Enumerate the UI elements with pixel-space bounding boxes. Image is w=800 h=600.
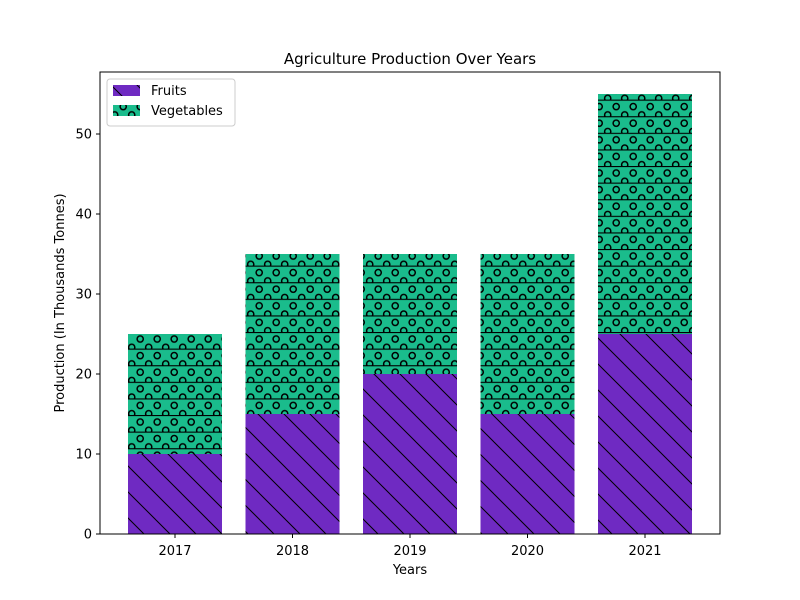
bar-vegetables-2020 bbox=[480, 254, 575, 414]
bar-vegetables-2021 bbox=[598, 94, 692, 334]
x-tick-label: 2021 bbox=[628, 544, 661, 559]
x-tick-label: 2019 bbox=[393, 544, 426, 559]
x-tick-label: 2018 bbox=[276, 544, 309, 559]
y-tick-label: 0 bbox=[84, 528, 92, 543]
y-axis-label: Production (In Thousands Tonnes) bbox=[53, 193, 68, 412]
x-tick-label: 2017 bbox=[158, 544, 191, 559]
y-tick-label: 30 bbox=[75, 288, 92, 303]
bar-fruits-2021 bbox=[598, 334, 692, 534]
bar-fruits-2017 bbox=[128, 454, 222, 534]
y-tick-label: 50 bbox=[75, 128, 92, 143]
bar-vegetables-2019 bbox=[363, 254, 457, 374]
bar-vegetables-2018 bbox=[245, 254, 340, 414]
legend-swatch-hatch-vegetables bbox=[113, 105, 140, 116]
x-axis: 2017 2018 2019 2020 2021 bbox=[158, 534, 662, 559]
bar-fruits-2020 bbox=[480, 414, 575, 534]
x-axis-label: Years bbox=[392, 563, 428, 578]
bar-vegetables-2017 bbox=[128, 334, 222, 454]
y-tick-label: 40 bbox=[75, 208, 92, 223]
legend-label-vegetables: Vegetables bbox=[151, 104, 223, 119]
y-tick-label: 20 bbox=[75, 368, 92, 383]
legend-label-fruits: Fruits bbox=[151, 84, 187, 99]
x-tick-label: 2020 bbox=[511, 544, 544, 559]
bars-group bbox=[128, 94, 692, 534]
chart-title: Agriculture Production Over Years bbox=[284, 50, 536, 68]
y-tick-label: 10 bbox=[75, 448, 92, 463]
legend: Fruits Vegetables bbox=[106, 78, 236, 127]
y-axis: 0 10 20 30 40 50 bbox=[75, 128, 100, 543]
legend-swatch-hatch-fruits bbox=[113, 85, 140, 96]
bar-fruits-2018 bbox=[245, 414, 340, 534]
bar-fruits-2019 bbox=[363, 374, 457, 534]
